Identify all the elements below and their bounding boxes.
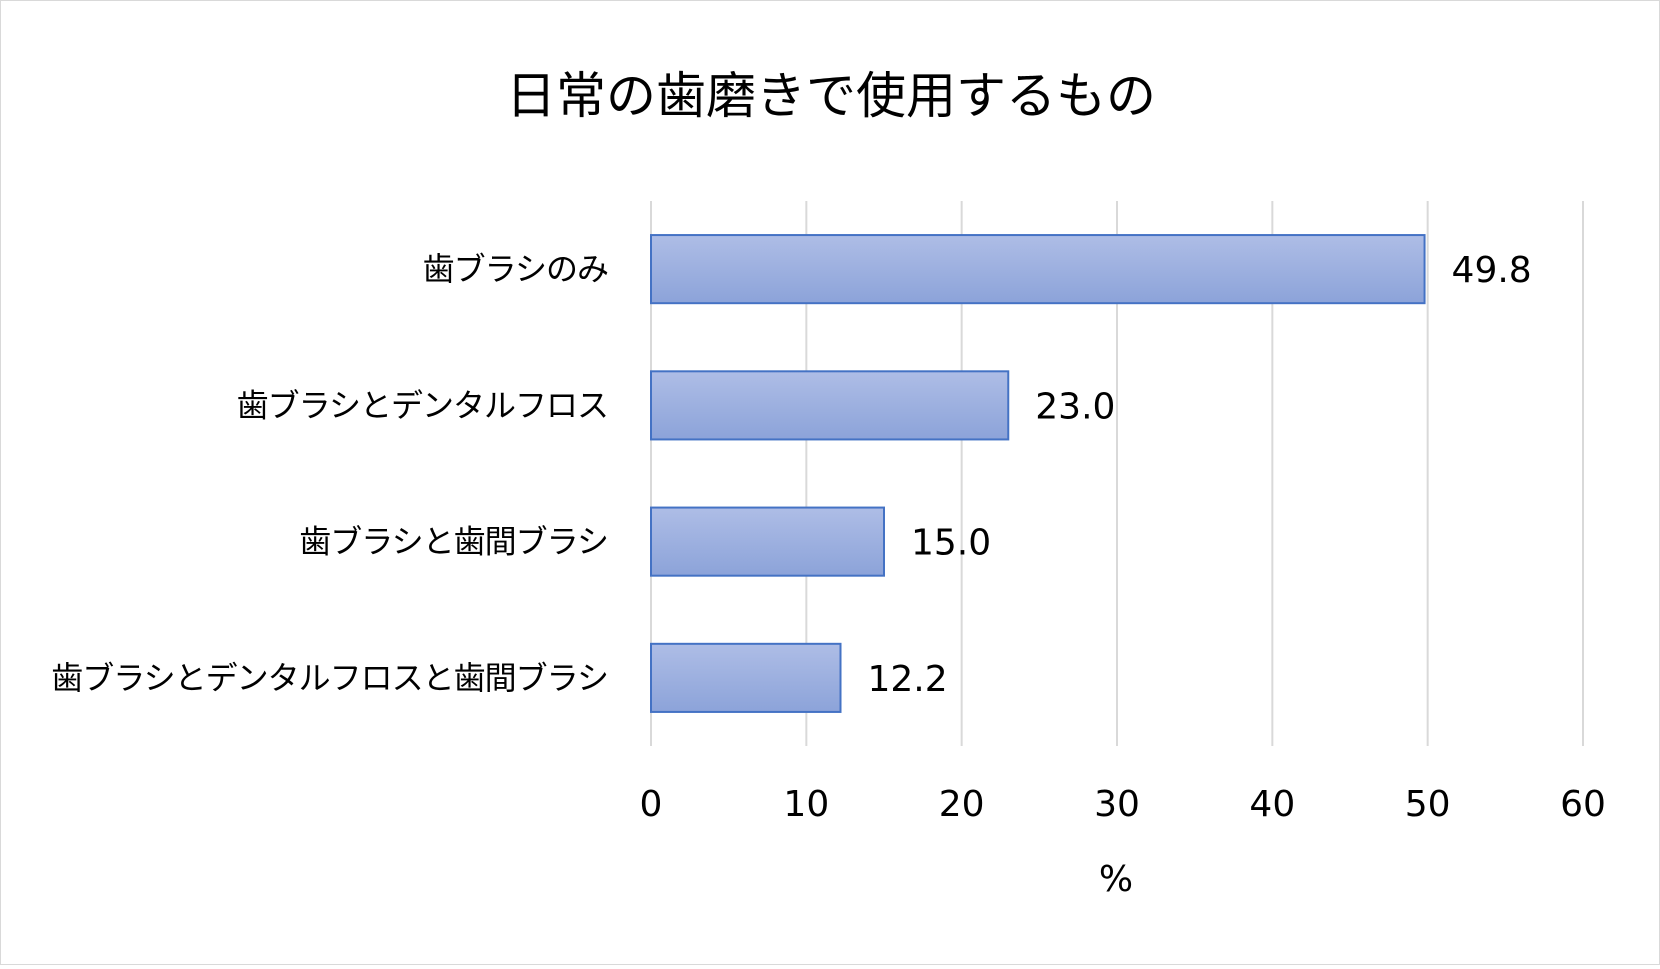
bar xyxy=(650,506,885,577)
bars xyxy=(650,234,1426,713)
bar xyxy=(650,642,842,713)
x-tick-label: 30 xyxy=(1094,784,1140,825)
data-label: 49.8 xyxy=(1452,250,1532,291)
data-label: 12.2 xyxy=(868,659,948,700)
x-tick-label: 60 xyxy=(1560,784,1606,825)
x-tick-label: 20 xyxy=(939,784,985,825)
category-label: 歯ブラシのみ xyxy=(423,250,608,288)
category-label: 歯ブラシと歯間ブラシ xyxy=(299,523,608,561)
x-tick-label: 50 xyxy=(1405,784,1451,825)
category-label: 歯ブラシとデンタルフロスと歯間ブラシ xyxy=(51,659,608,697)
x-tick-label: 40 xyxy=(1249,784,1295,825)
chart-title: 日常の歯磨きで使用するもの xyxy=(506,67,1156,125)
x-tick-label: 0 xyxy=(640,784,663,825)
x-axis-label: % xyxy=(1099,859,1133,900)
data-label: 15.0 xyxy=(911,523,991,564)
category-label: 歯ブラシとデンタルフロス xyxy=(237,386,608,424)
data-label: 23.0 xyxy=(1035,386,1115,427)
labels: 0 10 20 30 40 50 60 歯ブラシのみ 49.8 歯ブラシとデンタルフロス 23.0 歯… xyxy=(51,250,1606,825)
bar xyxy=(650,370,1010,441)
bar xyxy=(650,234,1426,305)
x-tick-label: 10 xyxy=(783,784,829,825)
